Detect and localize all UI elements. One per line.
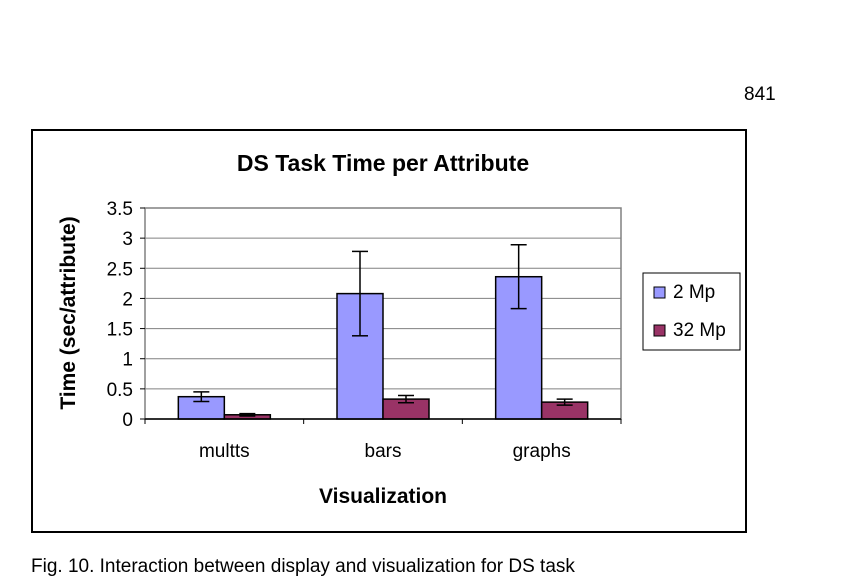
y-tick-label: 0 xyxy=(122,410,133,431)
legend-swatch-32mp xyxy=(653,324,666,337)
y-tick-label: 0.5 xyxy=(107,380,133,401)
legend: 2 Mp 32 Mp xyxy=(642,272,741,351)
legend-box xyxy=(642,272,741,351)
x-tick-label: bars xyxy=(365,441,402,462)
y-tick-label: 3.5 xyxy=(107,199,133,220)
legend-label-2mp: 2 Mp xyxy=(673,282,715,303)
x-tick-label: graphs xyxy=(513,441,571,462)
legend-label-32mp: 32 Mp xyxy=(673,320,726,341)
y-tick-label: 1 xyxy=(122,350,133,371)
y-tick-label: 2.5 xyxy=(107,259,133,280)
legend-swatch-2mp xyxy=(653,286,666,299)
axes: 0 0.5 1 1.5 2 2.5 3 3.5 multts bars graphs xyxy=(107,199,622,462)
figure-caption: Fig. 10. Interaction between display and… xyxy=(31,556,575,577)
bar xyxy=(494,275,543,420)
chart-frame xyxy=(31,129,747,533)
x-tick-label: multts xyxy=(199,441,250,462)
y-tick-label: 3 xyxy=(122,229,133,250)
x-axis-title: Visualization xyxy=(319,485,447,508)
y-tick-label: 2 xyxy=(122,289,133,310)
y-axis-title: Time (sec/attribute) xyxy=(57,216,80,409)
page-number: 841 xyxy=(744,84,776,105)
y-tick-label: 1.5 xyxy=(107,320,133,341)
chart-title: DS Task Time per Attribute xyxy=(237,150,529,176)
bars xyxy=(177,244,589,420)
